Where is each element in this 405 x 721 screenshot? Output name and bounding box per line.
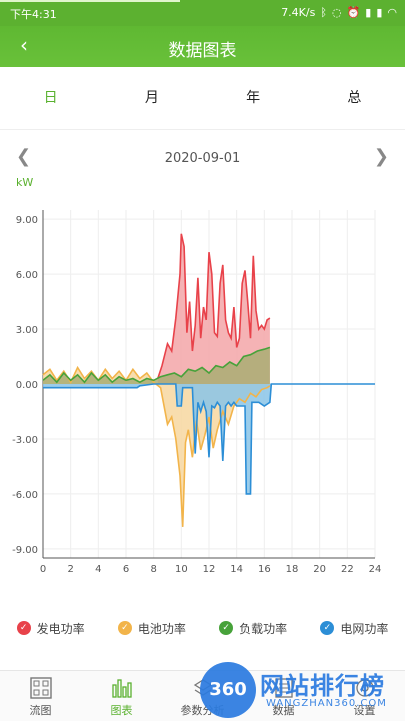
- y-tick-label: 6.00: [16, 270, 38, 281]
- x-tick-label: 22: [341, 564, 354, 575]
- x-tick-label: 14: [230, 564, 243, 575]
- x-tick-label: 18: [286, 564, 299, 575]
- y-tick-label: -9.00: [12, 545, 38, 556]
- legend-label: 负载功率: [239, 621, 288, 636]
- loading-progress: [0, 0, 180, 2]
- legend-label: 发电功率: [36, 621, 85, 636]
- period-tabs: 日 月 年 总: [0, 67, 405, 130]
- tab-total[interactable]: 总: [347, 90, 362, 106]
- nav-label: 流图: [29, 704, 52, 717]
- check-icon: ✓: [219, 621, 234, 635]
- y-tick-label: 0.00: [16, 380, 38, 391]
- tab-month[interactable]: 月: [144, 90, 159, 106]
- tab-year[interactable]: 年: [246, 90, 261, 106]
- y-tick-label: 9.00: [16, 215, 38, 226]
- status-icons: 7.4K/s ᛒ ◌ ⏰ ▮ ▮ ◠: [281, 6, 397, 19]
- watermark-badge: 360: [200, 662, 256, 718]
- back-chevron-icon[interactable]: ‹: [20, 33, 28, 57]
- series-line-load: [42, 346, 271, 384]
- check-icon: ✓: [320, 621, 335, 635]
- series-area-grid: [43, 384, 375, 494]
- x-tick-label: 10: [175, 564, 188, 575]
- data-icon: [274, 678, 293, 698]
- nav-label: 设置: [353, 704, 376, 717]
- legend-item-battery[interactable]: ✓ 电池功率: [117, 620, 186, 637]
- x-tick-label: 24: [369, 564, 382, 575]
- x-tick-label: 12: [203, 564, 216, 575]
- wifi-icon: ◠: [387, 6, 397, 19]
- nav-label: 图表: [110, 704, 133, 717]
- legend-item-generation[interactable]: ✓ 发电功率: [16, 620, 85, 637]
- series-area-load: [43, 347, 270, 384]
- nav-data[interactable]: 数据: [243, 671, 324, 721]
- signal-icon: ▮: [376, 6, 383, 19]
- settings-icon: [355, 679, 374, 697]
- watermark-title: 网站排行榜: [260, 672, 385, 700]
- alarm-icon: ⏰: [346, 6, 361, 19]
- y-tick-label: 3.00: [16, 325, 38, 336]
- current-date: 2020-09-01: [164, 151, 241, 166]
- check-icon: ✓: [16, 621, 31, 635]
- tab-day[interactable]: 日: [43, 90, 58, 106]
- x-tick-label: 8: [150, 564, 156, 575]
- nav-flow[interactable]: 流图: [0, 671, 81, 721]
- prev-date-chevron-icon[interactable]: ❮: [16, 146, 32, 167]
- watermark: 360 网站排行榜 WANGZHAN360.COM: [196, 662, 405, 720]
- nav-label: 数据: [272, 704, 295, 717]
- x-tick-label: 0: [40, 564, 46, 575]
- x-tick-label: 2: [67, 564, 73, 575]
- check-icon: ✓: [117, 621, 132, 635]
- y-tick-label: -6.00: [12, 490, 38, 501]
- power-chart: 0 2 4 6 8 10 12 14 16 18 20 22 249.006.003.000.00-3.…: [12, 210, 382, 575]
- nav-chart[interactable]: 图表: [81, 671, 162, 721]
- series-area-generation: [157, 233, 270, 384]
- page-title: 数据图表: [168, 41, 237, 61]
- signal-icon: ▮: [365, 6, 372, 19]
- x-tick-label: 6: [123, 564, 129, 575]
- network-speed: 7.4K/s: [281, 6, 316, 19]
- x-tick-label: 20: [313, 564, 326, 575]
- legend-label: 电网功率: [340, 621, 389, 636]
- chart-legend: ✓ 发电功率 ✓ 电池功率 ✓ 负载功率 ✓ 电网功率: [0, 616, 405, 640]
- legend-item-load[interactable]: ✓ 负载功率: [219, 620, 287, 637]
- mute-icon: ◌: [331, 6, 342, 19]
- app-bar: ‹ 数据图表: [0, 26, 405, 67]
- x-tick-label: 4: [95, 564, 101, 575]
- flow-diagram-icon: [29, 677, 52, 699]
- bar-chart-icon: [111, 679, 132, 698]
- y-tick-label: -3.00: [12, 435, 38, 446]
- y-axis-unit: kW: [16, 176, 34, 189]
- status-bar: 下午4:31 7.4K/s ᛒ ◌ ⏰ ▮ ▮ ◠: [0, 0, 405, 26]
- legend-label: 电池功率: [137, 621, 186, 636]
- legend-item-grid[interactable]: ✓ 电网功率: [320, 620, 388, 637]
- series-line-grid: [43, 383, 375, 495]
- bluetooth-icon: ᛒ: [320, 6, 327, 19]
- x-tick-label: 16: [258, 564, 271, 575]
- date-navigator: ❮ 2020-09-01 ❯: [0, 146, 405, 172]
- series-line-generation: [157, 233, 271, 379]
- nav-settings[interactable]: 设置: [324, 671, 405, 721]
- next-date-chevron-icon[interactable]: ❯: [373, 146, 389, 167]
- status-time: 下午4:31: [10, 8, 57, 21]
- watermark-url: WANGZHAN360.COM: [266, 698, 387, 709]
